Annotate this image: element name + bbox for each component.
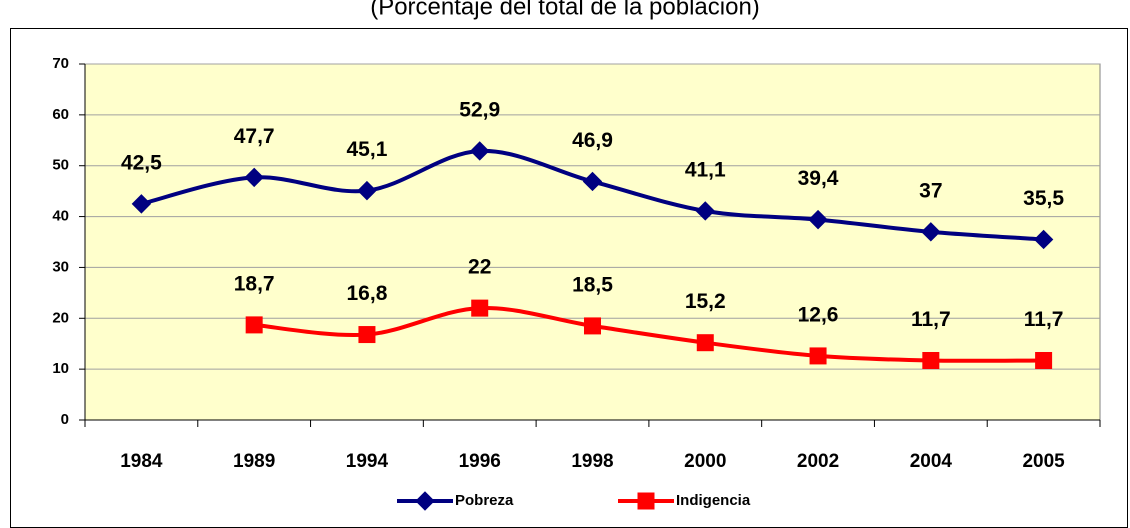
data-label: 52,9 xyxy=(459,99,500,122)
y-tick-label: 20 xyxy=(52,309,69,326)
x-tick-label: 1984 xyxy=(120,451,163,472)
legend-label: Pobreza xyxy=(455,492,514,509)
data-label: 18,5 xyxy=(572,273,613,296)
data-label: 45,1 xyxy=(347,138,388,161)
data-point xyxy=(1035,351,1053,369)
data-label: 39,4 xyxy=(798,167,839,190)
legend-marker xyxy=(637,492,655,510)
y-tick-label: 10 xyxy=(52,360,69,377)
y-tick-label: 30 xyxy=(52,258,69,275)
legend-label: Indigencia xyxy=(676,492,751,509)
chart-subtitle: (Porcentaje del total de la población) xyxy=(370,0,760,20)
data-point xyxy=(808,209,828,230)
data-point xyxy=(357,180,377,201)
data-label: 12,6 xyxy=(798,303,839,326)
data-label: 11,7 xyxy=(1024,308,1064,331)
data-point xyxy=(244,167,264,188)
series-line xyxy=(253,306,1044,363)
data-label: 22 xyxy=(468,256,491,279)
x-tick-label: 2000 xyxy=(684,451,726,472)
data-point xyxy=(809,347,827,365)
y-tick-label: 40 xyxy=(52,208,69,225)
x-tick-label: 1998 xyxy=(571,451,613,472)
y-tick-label: 50 xyxy=(52,157,69,174)
x-tick-label: 2004 xyxy=(910,451,953,472)
data-point xyxy=(922,351,940,369)
data-point xyxy=(696,334,714,352)
data-label: 46,9 xyxy=(572,129,613,152)
data-label: 47,7 xyxy=(234,125,275,148)
data-label: 41,1 xyxy=(685,159,726,182)
y-tick-label: 70 xyxy=(52,55,69,72)
x-tick-label: 1996 xyxy=(459,451,501,472)
legend-marker xyxy=(415,491,435,511)
data-point xyxy=(470,141,490,161)
data-point xyxy=(695,201,715,221)
data-point xyxy=(131,194,152,214)
x-tick-label: 1989 xyxy=(233,451,275,472)
x-tick-label: 1994 xyxy=(346,451,389,472)
x-tick-label: 2002 xyxy=(797,451,839,472)
y-tick-label: 0 xyxy=(61,411,69,428)
data-label: 16,8 xyxy=(347,282,388,305)
data-point xyxy=(582,171,603,192)
data-label: 18,7 xyxy=(234,272,275,295)
data-point xyxy=(245,316,263,334)
data-label: 42,5 xyxy=(121,151,162,174)
data-point xyxy=(471,299,489,317)
data-label: 11,7 xyxy=(911,308,951,331)
y-tick-label: 60 xyxy=(52,106,69,123)
data-point xyxy=(358,326,376,344)
data-label: 35,5 xyxy=(1023,187,1064,210)
data-point xyxy=(1033,229,1054,250)
data-label: 15,2 xyxy=(685,290,726,313)
x-tick-label: 2005 xyxy=(1022,451,1065,472)
data-point xyxy=(584,317,601,335)
data-label: 37 xyxy=(919,179,942,202)
plot-area xyxy=(84,63,1101,421)
data-point xyxy=(921,222,941,242)
